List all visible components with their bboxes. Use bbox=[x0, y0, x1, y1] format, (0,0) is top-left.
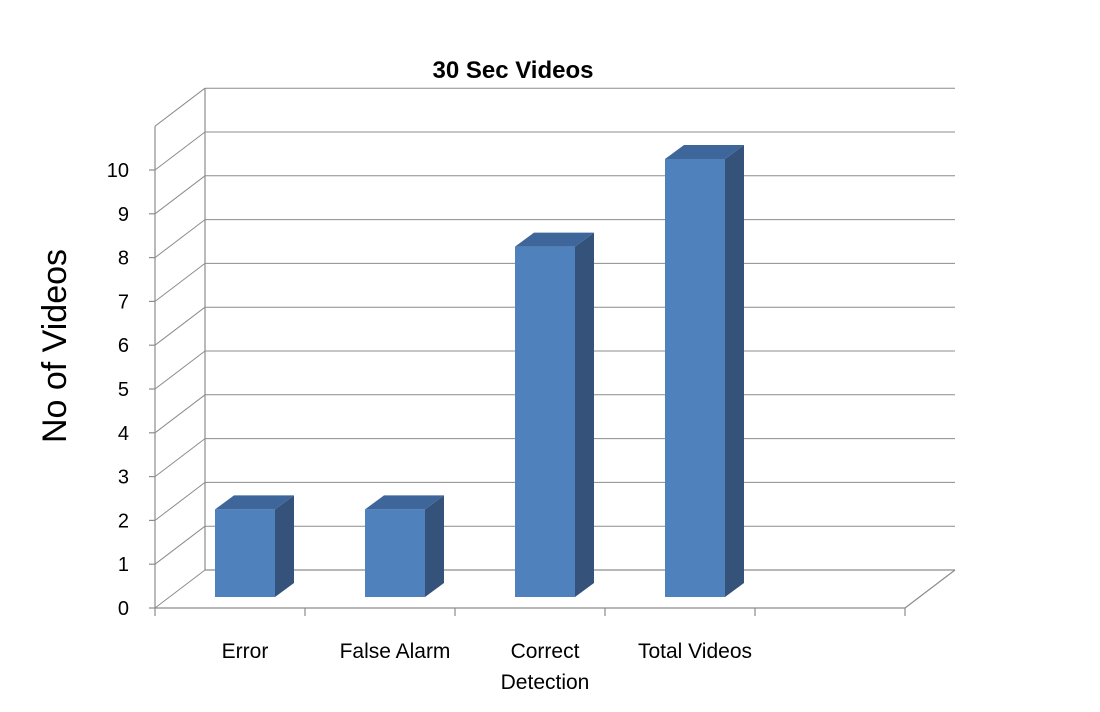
bar-front bbox=[215, 509, 275, 597]
bar bbox=[665, 145, 744, 597]
x-tick-label: Correct bbox=[511, 640, 580, 663]
chart-title: 30 Sec Videos bbox=[433, 57, 594, 84]
bar-front bbox=[515, 246, 575, 597]
x-tick-label: Total Videos bbox=[638, 640, 752, 663]
bar-top bbox=[515, 232, 594, 247]
y-tick-label: 1 bbox=[118, 554, 129, 576]
floor-right-edge bbox=[904, 569, 956, 609]
bar-front bbox=[665, 159, 725, 597]
x-tick-label: Detection bbox=[501, 671, 590, 694]
bar-front bbox=[365, 509, 425, 597]
side-wall-gridline bbox=[154, 87, 206, 127]
side-wall-gridline bbox=[154, 482, 206, 521]
side-wall-gridline bbox=[154, 569, 206, 609]
bar-side bbox=[575, 232, 594, 597]
y-tick-labels: 0 1 2 3 4 5 6 7 8 9 10 bbox=[107, 160, 129, 620]
side-wall-gridline bbox=[154, 350, 206, 390]
y-tick-label: 7 bbox=[118, 291, 129, 313]
bar-top bbox=[365, 495, 444, 510]
bar-top bbox=[215, 495, 294, 510]
y-tick-label: 8 bbox=[118, 248, 129, 270]
bar bbox=[365, 495, 444, 597]
bar-side bbox=[275, 495, 294, 597]
bars bbox=[215, 145, 744, 597]
side-wall-gridline bbox=[154, 263, 206, 302]
y-tick-label: 10 bbox=[107, 160, 129, 182]
bar-side bbox=[725, 145, 744, 597]
bar-top bbox=[665, 145, 744, 159]
x-tick-label: Error bbox=[222, 640, 269, 663]
bar bbox=[515, 232, 594, 597]
x-tick-labels: Error False Alarm Correct Detection Total Vi… bbox=[222, 640, 752, 694]
side-wall-gridline bbox=[154, 219, 206, 258]
y-tick-label: 6 bbox=[118, 335, 129, 357]
side-wall-gridline bbox=[154, 438, 206, 477]
side-wall-gridline bbox=[154, 175, 206, 215]
y-tick-label: 4 bbox=[118, 423, 129, 445]
y-tick-label: 5 bbox=[118, 379, 129, 401]
y-tick-label: 3 bbox=[118, 467, 129, 489]
y-axis-label: No of Videos bbox=[36, 249, 74, 443]
side-wall-gridline bbox=[154, 131, 206, 171]
side-wall-gridline bbox=[154, 306, 206, 346]
side-wall-gridline bbox=[154, 525, 206, 565]
x-tick-label: False Alarm bbox=[340, 640, 451, 663]
side-wall-gridline bbox=[154, 394, 206, 434]
bar-side bbox=[425, 495, 444, 597]
bar bbox=[215, 495, 294, 597]
y-tick-label: 2 bbox=[118, 510, 129, 532]
y-tick-label: 9 bbox=[118, 204, 129, 226]
y-tick-label: 0 bbox=[118, 598, 129, 620]
